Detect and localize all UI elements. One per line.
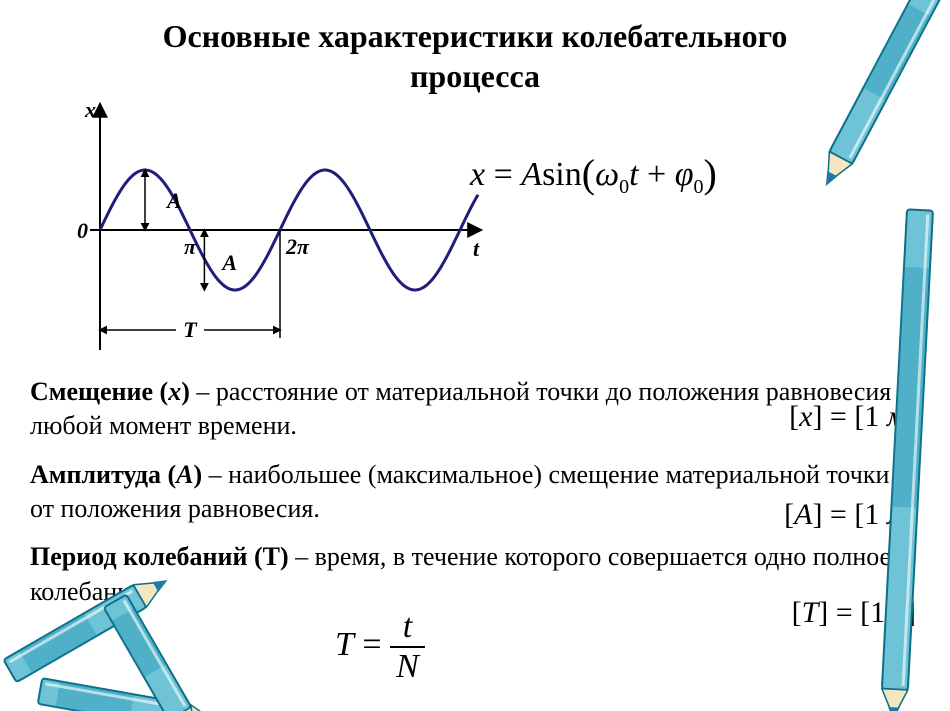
- svg-text:x: x: [84, 97, 96, 122]
- svg-text:A: A: [165, 188, 182, 213]
- def1-var: х: [168, 377, 181, 406]
- def2-var: А: [176, 460, 193, 489]
- pf-num: t: [390, 610, 425, 646]
- title-line-1: Основные характеристики колебательного: [163, 18, 788, 54]
- eq-open: (: [582, 151, 595, 196]
- eq-close: ): [704, 151, 717, 196]
- def2-term: Амплитуда (А): [30, 460, 202, 489]
- unit-x-var: x: [799, 400, 812, 433]
- def-displacement: Смещение (х) – расстояние от материально…: [30, 375, 910, 444]
- crayon-top-right-icon: [780, 0, 950, 220]
- svg-text:T: T: [183, 317, 198, 342]
- eq-sin: sin: [542, 156, 582, 193]
- def1-term-a: Смещение (: [30, 377, 168, 406]
- eq-plus: +: [639, 156, 675, 193]
- eq-phi: φ: [675, 156, 694, 193]
- crayon-right-icon: [860, 200, 950, 711]
- title-line-2: процесса: [410, 58, 540, 94]
- eq-omega: ω: [595, 156, 619, 193]
- eq-eq: =: [485, 156, 521, 193]
- pf-eq: =: [354, 626, 390, 663]
- def1-term: Смещение (х): [30, 377, 190, 406]
- sine-graph: x 0 π 2π t A A T: [60, 95, 490, 365]
- eq-lhs: x: [470, 156, 485, 193]
- pf-den: N: [390, 646, 425, 684]
- svg-text:0: 0: [77, 218, 88, 243]
- period-formula: T = t N: [335, 610, 425, 684]
- svg-text:2π: 2π: [285, 234, 310, 259]
- eq-sub0a: 0: [619, 176, 629, 198]
- def2-term-b: ): [193, 460, 202, 489]
- svg-text:π: π: [184, 234, 197, 259]
- eq-A: A: [521, 156, 542, 193]
- unit-t-var: T: [802, 596, 819, 629]
- pf-T: T: [335, 626, 354, 663]
- eq-sub0b: 0: [694, 176, 704, 198]
- svg-text:t: t: [473, 236, 480, 261]
- crayon-bottom-left-icon: [0, 541, 260, 711]
- unit-a-var: A: [794, 498, 812, 531]
- main-equation: x = Asin(ω0t + φ0): [470, 148, 717, 199]
- def-amplitude: Амплитуда (А) – наибольшее (максимальное…: [30, 458, 910, 527]
- svg-text:A: A: [220, 250, 237, 275]
- pf-fraction: t N: [390, 610, 425, 684]
- eq-t: t: [629, 156, 638, 193]
- def1-term-b: ): [181, 377, 190, 406]
- def2-term-a: Амплитуда (: [30, 460, 176, 489]
